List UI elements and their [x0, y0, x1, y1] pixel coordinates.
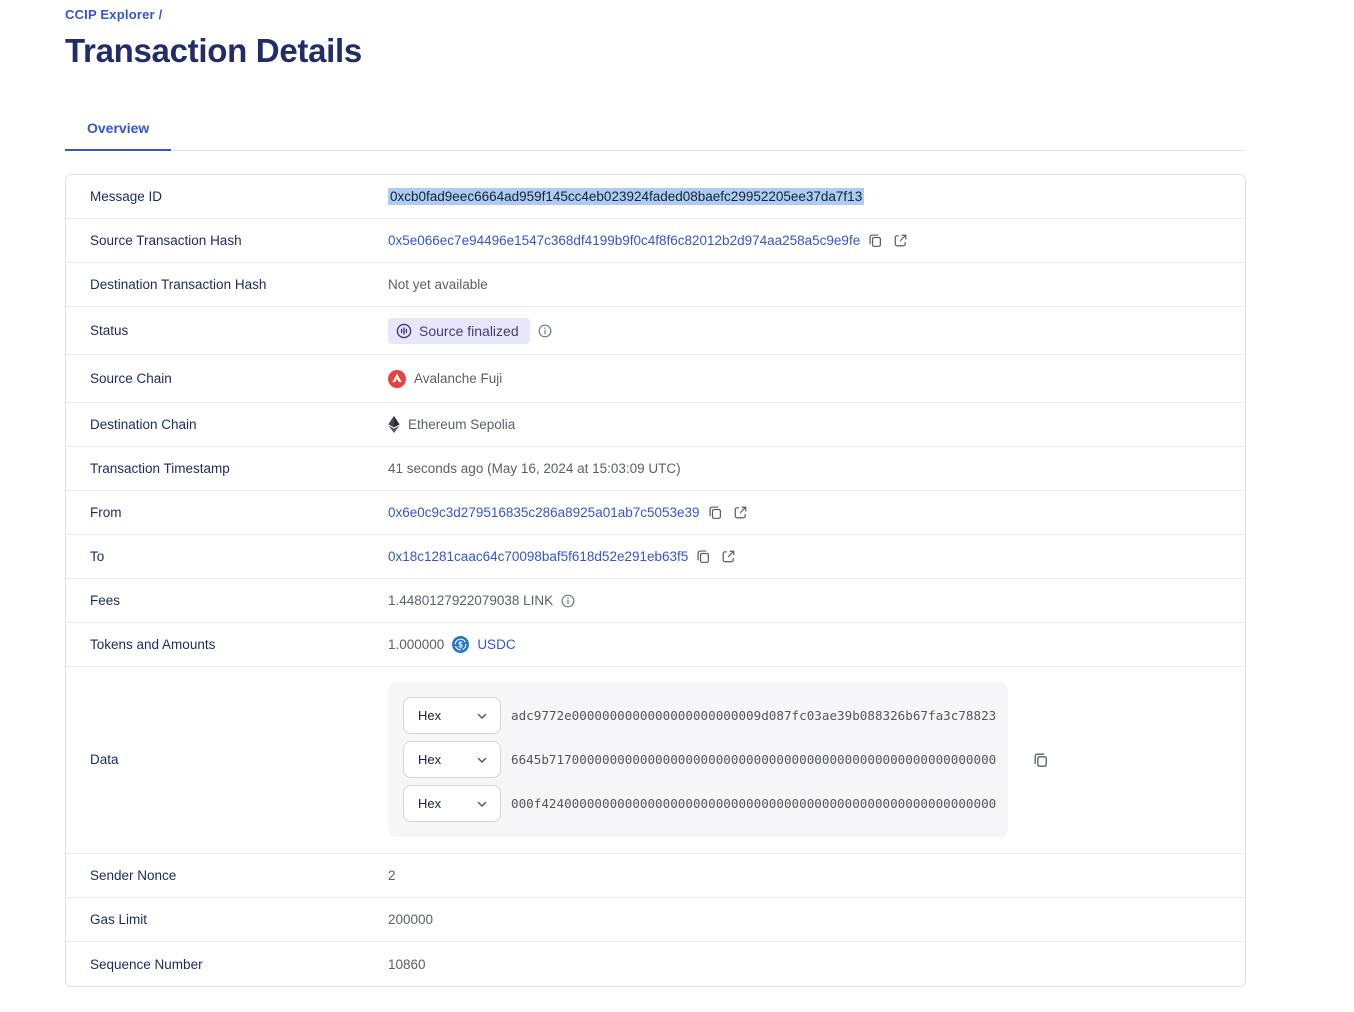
status-badge: Source finalized	[388, 317, 530, 344]
tab-overview[interactable]: Overview	[65, 110, 172, 151]
ethereum-sepolia-icon	[388, 416, 400, 433]
message-id-value[interactable]: 0xcb0fad9eec6664ad959f145cc4eb023924fade…	[388, 188, 865, 205]
breadcrumb-link-ccip-explorer[interactable]: CCIP Explorer	[65, 7, 155, 22]
row-data: Data Hex adc9772e00000000000000000000000…	[66, 667, 1245, 854]
data-format-value: Hex	[418, 752, 442, 767]
copy-icon[interactable]	[708, 505, 723, 520]
fees-label: Fees	[90, 593, 121, 608]
copy-icon	[869, 234, 882, 247]
to-label: To	[90, 549, 105, 564]
tab-bar: Overview	[65, 110, 1246, 151]
breadcrumb-separator: /	[158, 7, 163, 22]
source-tx-hash-link[interactable]: 0x5e066ec7e94496e1547c368df4199b9f0c4f8f…	[388, 233, 861, 248]
row-fees: Fees 1.4480127922079038 LINK	[66, 579, 1245, 623]
external-link-icon[interactable]	[721, 549, 736, 564]
row-status: Status Source finalized	[66, 307, 1245, 355]
data-line: Hex adc9772e0000000000000000000000009d08…	[403, 697, 997, 734]
chevron-down-icon	[477, 757, 487, 763]
external-link-icon	[722, 550, 735, 563]
fees-value: 1.4480127922079038 LINK	[388, 593, 554, 608]
data-box: Hex adc9772e0000000000000000000000009d08…	[388, 682, 1008, 837]
copy-icon	[1034, 753, 1047, 767]
data-format-select[interactable]: Hex	[403, 785, 501, 822]
data-hex-line: 6645b71700000000000000000000000000000000…	[511, 752, 997, 767]
row-sequence-number: Sequence Number 10860	[66, 942, 1245, 986]
row-tokens-amounts: Tokens and Amounts 1.000000 $ USDC	[66, 623, 1245, 667]
copy-icon[interactable]	[868, 233, 883, 248]
gas-limit-value: 200000	[388, 912, 434, 927]
sender-nonce-value: 2	[388, 868, 396, 883]
row-source-chain: Source Chain Avalanche Fuji	[66, 355, 1245, 403]
status-info-icon[interactable]	[538, 324, 552, 338]
copy-icon	[709, 506, 721, 519]
row-to: To 0x18c1281caac64c70098baf5f618d52e291e…	[66, 535, 1245, 579]
source-chain-label: Source Chain	[90, 371, 172, 386]
row-gas-limit: Gas Limit 200000	[66, 898, 1245, 942]
row-message-id: Message ID 0xcb0fad9eec6664ad959f145cc4e…	[66, 175, 1245, 219]
sequence-number-value: 10860	[388, 956, 426, 972]
token-amount: 1.000000	[388, 637, 445, 652]
row-timestamp: Transaction Timestamp 41 seconds ago (Ma…	[66, 447, 1245, 491]
data-line: Hex 6645b7170000000000000000000000000000…	[403, 741, 997, 778]
external-link-icon	[734, 506, 746, 519]
copy-icon[interactable]	[696, 549, 711, 564]
dest-tx-hash-value: Not yet available	[388, 277, 488, 292]
fees-info-icon[interactable]	[561, 594, 575, 608]
usdc-icon: $	[452, 636, 470, 653]
timestamp-value: 41 seconds ago (May 16, 2024 at 15:03:09…	[388, 461, 681, 476]
row-from: From 0x6e0c9c3d279516835c286a8925a01ab7c…	[66, 491, 1245, 535]
row-dest-chain: Destination Chain Ethereum Sepolia	[66, 403, 1245, 447]
external-link-icon[interactable]	[893, 233, 908, 248]
gas-limit-label: Gas Limit	[90, 912, 148, 927]
row-source-tx-hash: Source Transaction Hash 0x5e066ec7e94496…	[66, 219, 1245, 263]
copy-icon[interactable]	[1033, 752, 1049, 768]
source-tx-hash-label: Source Transaction Hash	[90, 233, 242, 248]
avalanche-fuji-icon	[388, 369, 406, 388]
external-link-icon	[894, 234, 907, 247]
external-link-icon[interactable]	[733, 505, 748, 520]
page-title: Transaction Details	[65, 32, 362, 69]
data-hex-line: 000f424000000000000000000000000000000000…	[511, 796, 997, 811]
status-badge-text: Source finalized	[419, 322, 519, 339]
copy-icon	[697, 550, 710, 563]
data-line: Hex 000f42400000000000000000000000000000…	[403, 785, 997, 822]
chevron-down-icon	[477, 713, 487, 719]
from-address-link[interactable]: 0x6e0c9c3d279516835c286a8925a01ab7c5053e…	[388, 505, 700, 520]
dest-chain-name: Ethereum Sepolia	[408, 417, 516, 432]
sender-nonce-label: Sender Nonce	[90, 868, 177, 883]
chevron-down-icon	[477, 801, 487, 807]
sequence-number-label: Sequence Number	[90, 956, 203, 972]
data-format-value: Hex	[418, 796, 442, 811]
message-id-label: Message ID	[90, 189, 163, 204]
data-format-select[interactable]: Hex	[403, 741, 501, 778]
data-hex-line: adc9772e0000000000000000000000009d087fc0…	[511, 708, 997, 723]
data-format-select[interactable]: Hex	[403, 697, 501, 734]
timestamp-label: Transaction Timestamp	[90, 461, 230, 476]
transaction-details-card: Message ID 0xcb0fad9eec6664ad959f145cc4e…	[65, 174, 1246, 987]
data-label: Data	[90, 752, 119, 767]
to-address-link[interactable]: 0x18c1281caac64c70098baf5f618d52e291eb63…	[388, 549, 689, 564]
breadcrumb: CCIP Explorer /	[65, 7, 1246, 22]
svg-text:$: $	[459, 640, 464, 649]
source-chain-name: Avalanche Fuji	[414, 371, 503, 386]
dest-chain-label: Destination Chain	[90, 417, 197, 432]
source-finalized-icon	[396, 323, 412, 338]
from-label: From	[90, 505, 122, 520]
tokens-amounts-label: Tokens and Amounts	[90, 637, 216, 652]
token-symbol-link[interactable]: USDC	[477, 637, 516, 652]
dest-tx-hash-label: Destination Transaction Hash	[90, 277, 267, 292]
row-dest-tx-hash: Destination Transaction Hash Not yet ava…	[66, 263, 1245, 307]
status-label: Status	[90, 323, 129, 338]
data-format-value: Hex	[418, 708, 442, 723]
row-sender-nonce: Sender Nonce 2	[66, 854, 1245, 898]
